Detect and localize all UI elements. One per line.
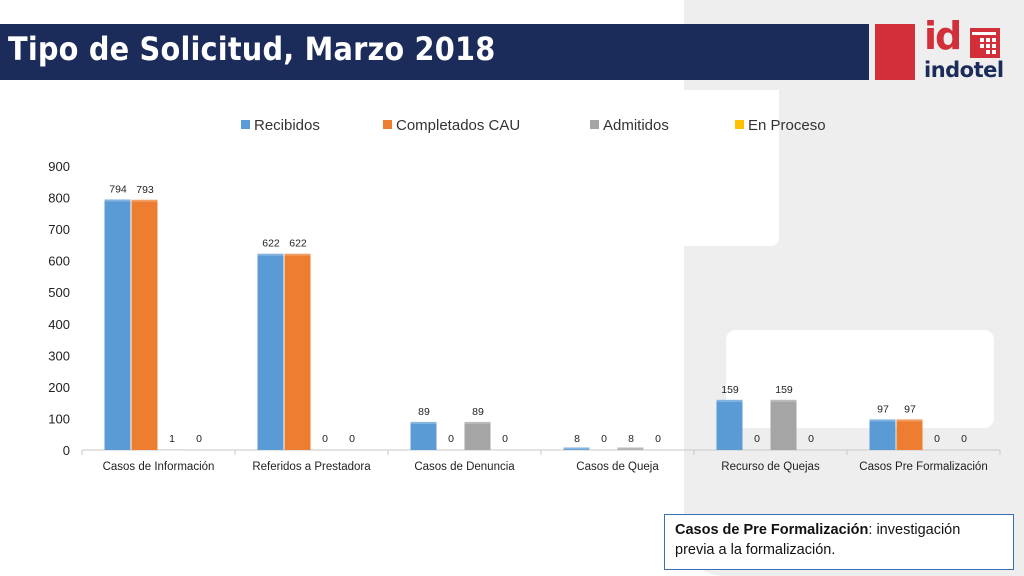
legend-label: Recibidos (254, 117, 320, 134)
data-label: 0 (196, 433, 202, 445)
y-tick-label: 300 (48, 348, 70, 363)
logo-grid-icon (970, 28, 1000, 58)
legend-swatch (383, 120, 392, 129)
bar (716, 399, 743, 450)
y-tick-label: 500 (48, 285, 70, 300)
bar-highlight (563, 447, 590, 450)
bar (770, 399, 797, 450)
bar-highlight (410, 421, 437, 424)
title-bar (0, 24, 869, 80)
bar-highlight (131, 199, 158, 202)
data-label: 0 (655, 433, 661, 445)
legend-swatch (241, 120, 250, 129)
bar (131, 199, 158, 450)
legend-swatch (735, 120, 744, 129)
y-tick-label: 600 (48, 254, 70, 269)
note-term: Casos de Pre Formalización (675, 522, 869, 538)
data-label: 794 (109, 183, 127, 195)
bar (869, 419, 896, 450)
y-tick-label: 100 (48, 411, 70, 426)
data-label: 0 (808, 433, 814, 445)
background-cutout (684, 90, 779, 246)
logo-mark: id (924, 14, 962, 58)
data-label: 622 (289, 238, 307, 250)
bar-highlight (617, 447, 644, 450)
data-label: 0 (502, 433, 508, 445)
x-tick-label: Casos de Denuncia (414, 461, 515, 473)
data-label: 159 (721, 384, 739, 396)
legend-label: Admitidos (603, 117, 669, 134)
y-tick-label: 200 (48, 380, 70, 395)
bar-chart: Recibidos Completados CAU Admitidos En Proc… (48, 117, 1001, 473)
bar-highlight (770, 399, 797, 402)
bar-highlight (257, 253, 284, 256)
x-tick-label: Casos Pre Formalización (859, 461, 987, 473)
logo-wordmark: indotel (924, 58, 1004, 82)
y-tick-label: 400 (48, 317, 70, 332)
bar-highlight (716, 399, 743, 402)
bar-highlight (896, 419, 923, 422)
data-label: 8 (574, 433, 580, 445)
x-tick-label: Recurso de Quejas (721, 461, 820, 473)
data-label: 622 (262, 238, 280, 250)
bar (410, 421, 437, 450)
data-label: 97 (877, 403, 889, 415)
bar (257, 253, 284, 450)
legend-label: Completados CAU (396, 117, 520, 134)
y-tick-label: 700 (48, 222, 70, 237)
data-label: 0 (448, 433, 454, 445)
data-label: 0 (754, 433, 760, 445)
data-label: 0 (601, 433, 607, 445)
x-tick-label: Referidos a Prestadora (252, 461, 371, 473)
bar-highlight (869, 419, 896, 422)
bar (284, 253, 311, 450)
data-label: 793 (136, 184, 154, 196)
data-label: 0 (934, 433, 940, 445)
bar-highlight (284, 253, 311, 256)
data-label: 0 (961, 433, 967, 445)
data-label: 0 (349, 433, 355, 445)
legend-label: En Proceso (748, 117, 826, 134)
data-label: 159 (775, 384, 793, 396)
bar (104, 199, 131, 450)
logo-block (875, 24, 915, 80)
note-definition: : investigación previa a la formalizació… (675, 522, 961, 558)
bar-highlight (158, 449, 185, 452)
legend-swatch (590, 120, 599, 129)
y-tick-label: 900 (48, 159, 70, 174)
data-label: 1 (169, 433, 175, 445)
data-label: 8 (628, 433, 634, 445)
bar-highlight (104, 199, 131, 202)
data-label: 0 (322, 433, 328, 445)
x-tick-label: Casos de Información (103, 461, 215, 473)
x-tick-label: Casos de Queja (576, 461, 659, 473)
data-label: 89 (472, 406, 484, 418)
bar (896, 419, 923, 450)
data-label: 97 (904, 403, 916, 415)
bar (617, 447, 644, 450)
definition-note: Casos de Pre Formalización: investigació… (664, 514, 1014, 570)
y-tick-label: 0 (63, 443, 70, 458)
bar-highlight (464, 421, 491, 424)
y-tick-label: 800 (48, 191, 70, 206)
data-label: 89 (418, 406, 430, 418)
bar (563, 447, 590, 450)
bar (464, 421, 491, 450)
page-title: Tipo de Solicitud, Marzo 2018 (8, 30, 496, 68)
